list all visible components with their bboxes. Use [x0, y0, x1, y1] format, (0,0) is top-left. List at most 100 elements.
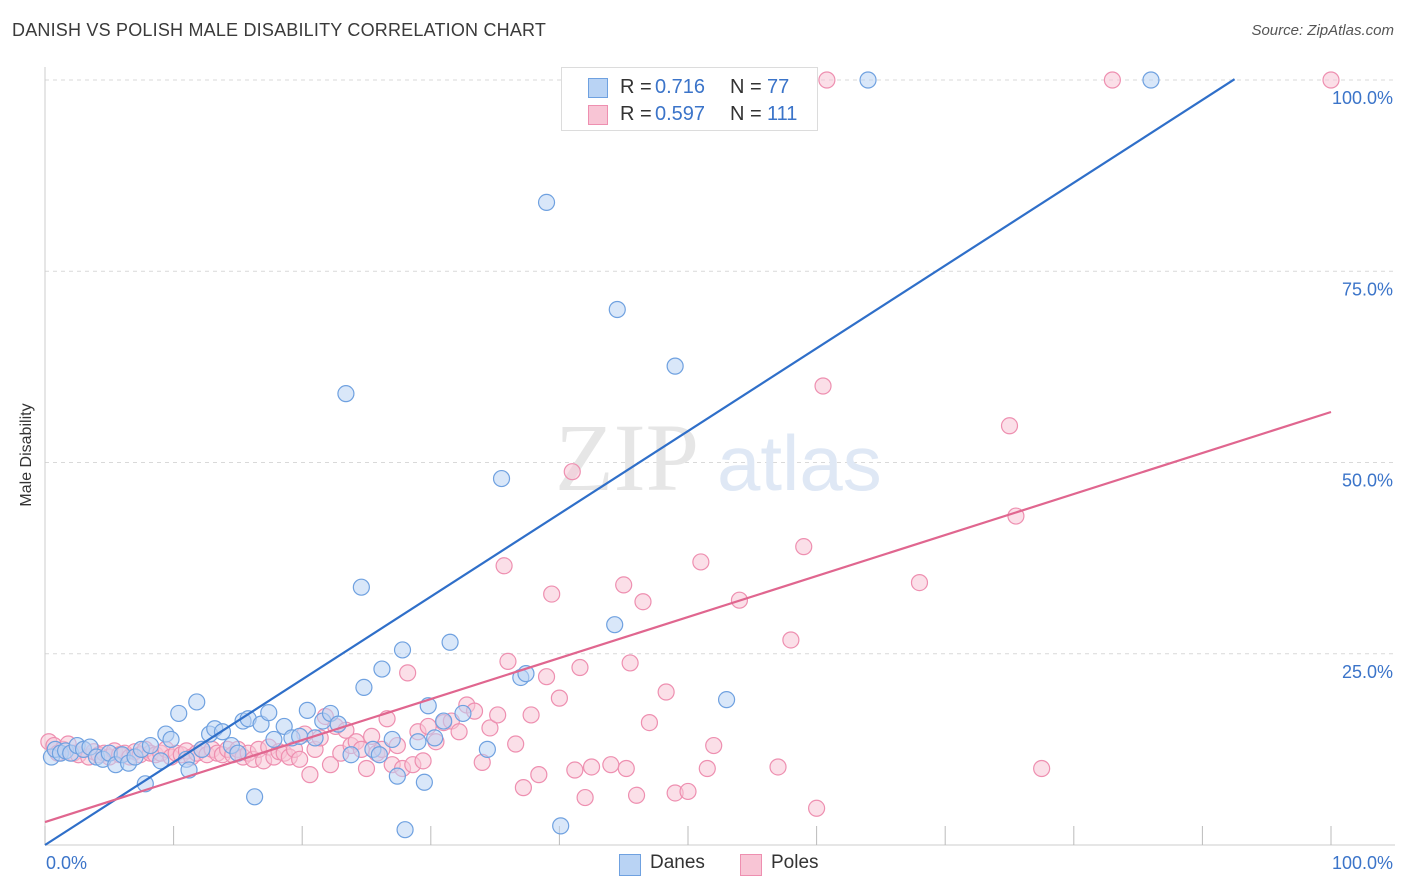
danes-point — [441, 633, 459, 651]
danes-swatch — [588, 78, 608, 98]
danes-point — [342, 746, 360, 764]
danes-point — [355, 678, 373, 697]
poles-point — [640, 713, 659, 732]
poles-swatch — [588, 105, 608, 125]
poles-point — [705, 736, 723, 755]
y-tick-label: 100.0% — [1332, 88, 1393, 108]
danes-legend-swatch — [619, 854, 641, 876]
poles-point — [627, 786, 646, 804]
poles-point — [321, 756, 340, 774]
danes-point — [162, 730, 180, 749]
danes-point — [265, 730, 283, 749]
poles-point — [602, 756, 620, 774]
poles-point — [692, 553, 710, 571]
poles-point — [571, 658, 589, 677]
r-label: R = — [620, 76, 652, 98]
danes-trend-line — [44, 78, 1236, 846]
poles-point — [514, 779, 532, 797]
poles-point — [1000, 417, 1019, 435]
y-tick-label: 25.0% — [1342, 662, 1393, 682]
poles-point — [576, 788, 594, 807]
poles-point — [634, 593, 652, 611]
poles-point — [582, 758, 601, 776]
danes-point — [373, 660, 391, 678]
danes-point — [246, 788, 264, 806]
r-value: 0.597 — [655, 103, 706, 125]
poles-point — [522, 706, 540, 724]
gridlines — [45, 79, 1395, 655]
danes-point — [606, 616, 624, 634]
poles-point — [481, 719, 499, 737]
stats-row-danes: R = 0.716 N = 77 — [562, 73, 817, 101]
poles-point — [769, 758, 787, 776]
poles-point — [657, 683, 675, 701]
x-tick-label: 100.0% — [1332, 853, 1393, 873]
stats-legend: R = 0.716 N = 77 R = 0.597 N = 111 — [561, 67, 818, 131]
danes-point — [492, 469, 511, 488]
n-label: N = — [730, 103, 762, 125]
poles-point — [563, 463, 581, 481]
poles-point — [489, 706, 507, 724]
danes-point — [298, 701, 316, 719]
poles-point — [807, 799, 826, 817]
danes-point — [1142, 71, 1160, 89]
chart-title: DANISH VS POLISH MALE DISABILITY CORRELA… — [12, 20, 547, 40]
n-value: 77 — [767, 76, 790, 98]
tick-labels: 25.0% 50.0% 75.0% 100.0% 0.0% 100.0% — [46, 88, 1393, 873]
danes-point — [152, 752, 170, 770]
danes-point — [666, 357, 684, 375]
n-label: N = — [730, 76, 762, 98]
danes-point — [337, 385, 355, 403]
poles-point — [1322, 71, 1340, 89]
poles-point — [566, 761, 584, 779]
danes-point — [370, 746, 388, 764]
poles-point — [615, 576, 633, 594]
poles-point — [1103, 71, 1121, 89]
x-tick-label: 0.0% — [46, 853, 87, 873]
danes-point — [170, 704, 188, 723]
poles-point — [1033, 759, 1051, 778]
poles-point — [537, 668, 556, 686]
danes-point — [426, 729, 444, 747]
watermark-zip: ZIP — [555, 404, 699, 511]
danes-point — [435, 712, 453, 730]
danes-point — [396, 821, 414, 839]
watermark-atlas: atlas — [717, 419, 882, 507]
poles-point — [543, 585, 561, 603]
n-value: 111 — [767, 103, 798, 125]
poles-point — [301, 766, 319, 784]
danes-point — [717, 691, 736, 709]
poles-point — [507, 735, 525, 753]
danes-points — [42, 71, 1160, 839]
poles-point — [291, 750, 309, 768]
r-value: 0.716 — [655, 76, 706, 98]
poles-point — [357, 759, 376, 778]
danes-point — [260, 704, 278, 722]
danes-point — [608, 300, 626, 319]
danes-point — [352, 578, 370, 596]
danes-point — [537, 193, 556, 211]
stats-row-poles: R = 0.597 N = 111 — [562, 100, 817, 128]
danes-point — [388, 767, 406, 785]
danes-point — [188, 693, 206, 711]
source-label: Source: ZipAtlas.com — [1251, 22, 1394, 39]
danes-point — [141, 736, 160, 755]
danes-point — [415, 773, 433, 791]
poles-point — [495, 557, 513, 575]
poles-point — [414, 752, 432, 770]
r-label: R = — [620, 103, 652, 125]
danes-point — [859, 71, 877, 89]
poles-point — [679, 782, 697, 801]
danes-point — [409, 733, 427, 751]
poles-trend-line — [44, 410, 1332, 824]
poles-point — [499, 652, 517, 671]
poles-point — [550, 689, 569, 707]
poles-point — [530, 766, 548, 784]
poles-point — [621, 654, 639, 672]
poles-point — [450, 723, 468, 741]
axes — [44, 67, 1395, 846]
poles-point — [399, 664, 417, 682]
danes-point — [383, 730, 401, 749]
poles-point — [814, 377, 832, 395]
